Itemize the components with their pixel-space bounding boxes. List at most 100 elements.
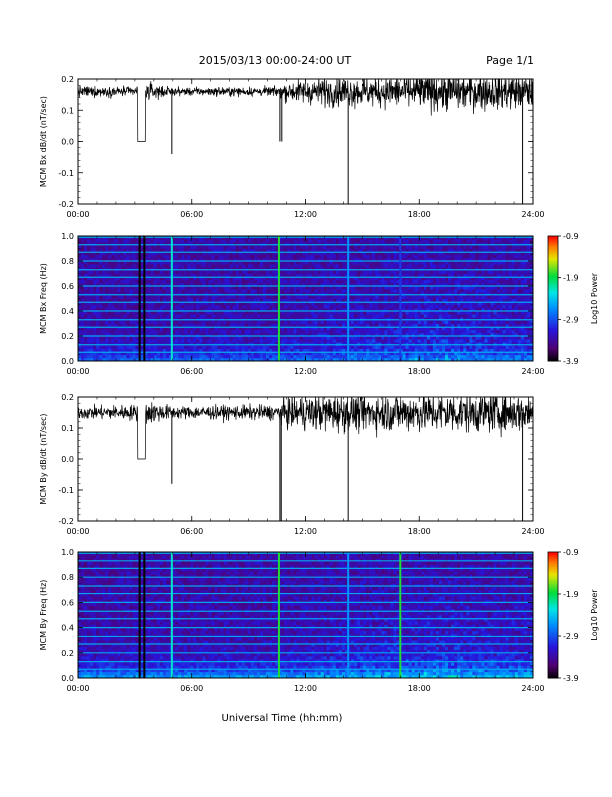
heat-cell — [257, 324, 260, 328]
heat-cell — [157, 349, 160, 353]
heat-cell — [439, 339, 442, 343]
heat-cell — [381, 270, 384, 274]
heat-cell — [181, 320, 184, 324]
heat-cell — [133, 255, 136, 259]
heat-cell — [445, 320, 448, 324]
heat-cell — [375, 270, 378, 274]
heat-cell — [430, 255, 433, 259]
heat-cell — [284, 249, 287, 253]
heat-cell — [412, 314, 415, 318]
heat-cell — [393, 239, 396, 243]
heat-cell — [436, 280, 439, 284]
heat-cell — [312, 339, 315, 343]
heat-cell — [175, 330, 178, 334]
heat-cell — [166, 289, 169, 293]
heat-cell — [260, 320, 263, 324]
heat-cell — [117, 264, 120, 268]
heat-cell — [327, 314, 330, 318]
heat-cell — [218, 339, 221, 343]
heat-cell — [324, 249, 327, 253]
heat-cell — [227, 355, 230, 359]
heat-cell — [187, 339, 190, 343]
heat-cell — [239, 274, 242, 278]
heat-cell — [387, 330, 390, 334]
heat-cell — [403, 345, 406, 349]
heat-cell — [233, 314, 236, 318]
heat-cell — [187, 255, 190, 259]
heat-cell — [415, 249, 418, 253]
heat-cell — [418, 324, 421, 328]
heat-cell — [105, 314, 108, 318]
heat-cell — [196, 239, 199, 243]
heat-cell — [257, 299, 260, 303]
heat-cell — [281, 245, 284, 249]
heat-cell — [427, 305, 430, 309]
heat-cell — [302, 349, 305, 353]
heat-cell — [266, 305, 269, 309]
heat-cell — [184, 295, 187, 299]
heat-cell — [184, 264, 187, 268]
heat-cell — [372, 295, 375, 299]
heat-cell — [327, 305, 330, 309]
heat-cell — [239, 314, 242, 318]
heat-cell — [306, 270, 309, 274]
heat-cell — [81, 345, 84, 349]
heat-cell — [157, 264, 160, 268]
heat-cell — [133, 245, 136, 249]
heat-cell — [99, 299, 102, 303]
heat-cell — [242, 299, 245, 303]
heat-cell — [415, 330, 418, 334]
heat-cell — [160, 314, 163, 318]
heat-cell — [254, 349, 257, 353]
heat-cell — [296, 289, 299, 293]
heat-cell — [102, 270, 105, 274]
heat-cell — [318, 320, 321, 324]
heat-cell — [269, 299, 272, 303]
heat-cell — [321, 289, 324, 293]
heat-cell — [384, 345, 387, 349]
heat-cell — [111, 295, 114, 299]
heat-cell — [415, 274, 418, 278]
heat-cell — [208, 274, 211, 278]
heat-cell — [439, 330, 442, 334]
heat-cell — [412, 295, 415, 299]
heat-cell — [421, 274, 424, 278]
heat-cell — [403, 295, 406, 299]
heat-cell — [154, 324, 157, 328]
heat-cell — [202, 264, 205, 268]
heat-cell — [190, 249, 193, 253]
heat-cell — [211, 305, 214, 309]
heat-cell — [321, 320, 324, 324]
heat-cell — [436, 305, 439, 309]
heat-cell — [105, 320, 108, 324]
heat-cell — [299, 324, 302, 328]
heat-cell — [239, 264, 242, 268]
heat-cell — [215, 349, 218, 353]
heat-cell — [299, 280, 302, 284]
heat-cell — [445, 345, 448, 349]
heat-cell — [375, 324, 378, 328]
heat-cell — [120, 345, 123, 349]
heat-cell — [433, 320, 436, 324]
heat-cell — [293, 314, 296, 318]
heat-cell — [381, 274, 384, 278]
heat-cell — [351, 330, 354, 334]
heat-cell — [245, 274, 248, 278]
heat-cell — [117, 355, 120, 359]
heat-cell — [333, 245, 336, 249]
heat-cell — [409, 274, 412, 278]
heat-cell — [342, 280, 345, 284]
heat-cell — [439, 280, 442, 284]
heat-cell — [233, 295, 236, 299]
heat-cell — [406, 324, 409, 328]
heat-cell — [218, 349, 221, 353]
heat-cell — [221, 324, 224, 328]
heat-cell — [306, 255, 309, 259]
page-number: Page 1/1 — [486, 54, 534, 67]
heat-cell — [193, 305, 196, 309]
heat-cell — [378, 314, 381, 318]
heat-cell — [312, 289, 315, 293]
heat-cell — [227, 330, 230, 334]
heat-cell — [257, 330, 260, 334]
